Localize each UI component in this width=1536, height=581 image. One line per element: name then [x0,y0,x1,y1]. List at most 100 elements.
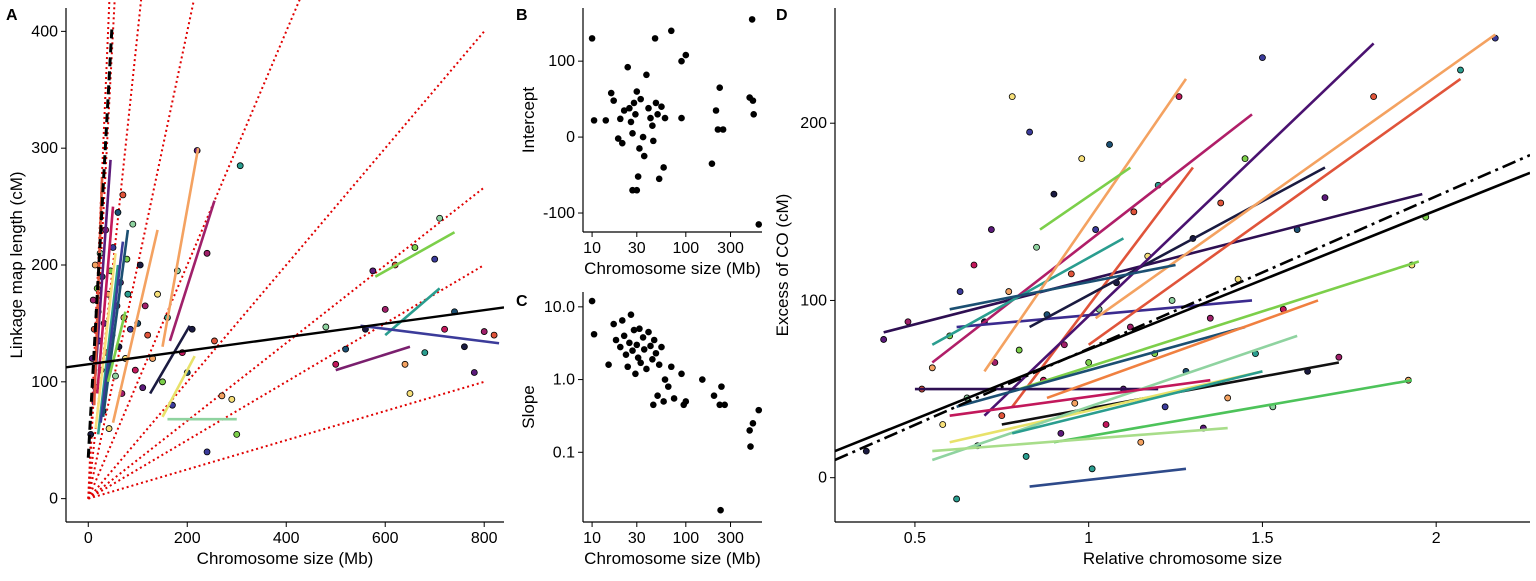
data-point [716,84,724,92]
data-point [632,370,639,378]
data-point [643,365,650,373]
y-tick-label: 0 [566,129,575,146]
x-tick-label: 300 [717,240,744,257]
data-point [652,99,660,107]
data-point [602,117,610,124]
data-point [655,175,663,183]
data-point [649,355,656,363]
data-point [712,107,720,114]
data-point [381,305,389,313]
data-point [622,351,630,358]
data-point [236,162,244,170]
data-point [1067,270,1075,278]
data-point [637,95,644,103]
y-tick-label: 100 [548,53,575,70]
data-point [953,495,961,503]
y-tick-label: -100 [543,205,575,222]
x-tick-label: 100 [672,530,699,547]
data-point [660,164,667,171]
y-tick-label: 100 [800,292,827,309]
data-point [661,114,669,122]
data-point [629,129,636,137]
data-point [1106,141,1113,148]
data-point [624,63,632,71]
data-point [401,360,409,368]
data-point [645,328,652,336]
data-point [89,296,97,304]
y-tick-label: 300 [31,140,58,157]
data-point [749,97,757,104]
data-point [939,421,947,428]
fit-segment [931,237,1125,346]
panel-a-plot [66,0,504,500]
panel-d: 0.5 1 1.5 2 0 100 200 Relative chromosome size E… [773,7,1530,568]
data-point [159,378,166,386]
data-point [658,343,665,351]
x-tick-label: 200 [174,530,201,547]
data-point [406,390,414,397]
data-point [636,325,643,333]
data-point [1241,155,1249,163]
data-point [218,392,226,400]
fit-segment [931,113,1253,364]
data-point [755,406,763,414]
data-point [640,346,648,353]
data-point [655,361,663,369]
fit-segment [956,325,1246,409]
data-point [436,214,444,222]
y-tick-label: 1.0 [553,372,575,389]
data-point [1175,93,1183,101]
data-point [710,392,718,399]
data-point [129,220,137,228]
data-point [667,363,675,371]
data-point [369,267,377,275]
data-point [112,372,119,380]
reference-line [87,0,301,500]
fit-segment [883,192,1423,334]
data-point [136,261,144,269]
data-point [682,398,690,405]
data-point [141,302,149,310]
data-point [718,383,725,390]
panel-a: 0 200 400 600 800 0 100 200 300 400 Chromosome siz… [6,0,504,568]
data-point [626,339,633,347]
data-point [480,328,488,335]
panel-label: A [6,7,18,24]
panel-label: B [516,7,528,24]
x-axis-label: Chromosome size (Mb) [584,259,761,278]
data-point [211,337,218,345]
data-point [634,173,642,180]
x-tick-label: 1 [1084,530,1093,547]
data-point [441,325,449,333]
data-point [667,27,675,35]
data-point [203,249,211,257]
fit-segment [1011,370,1263,435]
data-point [431,255,439,263]
data-point [1060,341,1068,349]
data-point [1335,353,1343,361]
x-tick-label: 100 [672,240,699,257]
data-point [1217,199,1225,207]
data-point [624,363,632,371]
data-point [678,114,685,122]
data-point [1078,155,1086,163]
data-point [633,88,641,95]
data-point [1457,66,1464,74]
fit-segment [932,426,1228,453]
data-point [649,122,656,129]
data-point [1085,359,1093,366]
x-tick-label: 0.5 [904,530,926,547]
data-point [1071,399,1079,407]
data-point [748,16,756,23]
fit-segment [94,253,117,429]
data-point [203,448,211,456]
data-point [746,427,753,434]
dashdot-fit-line [835,153,1530,462]
fit-segment [374,231,456,278]
data-point [640,152,648,160]
y-tick-label: 400 [31,23,58,40]
fit-segment [111,229,159,423]
y-axis-label: Excess of CO (cM) [773,194,792,337]
data-point [105,425,113,432]
data-point [670,395,678,402]
